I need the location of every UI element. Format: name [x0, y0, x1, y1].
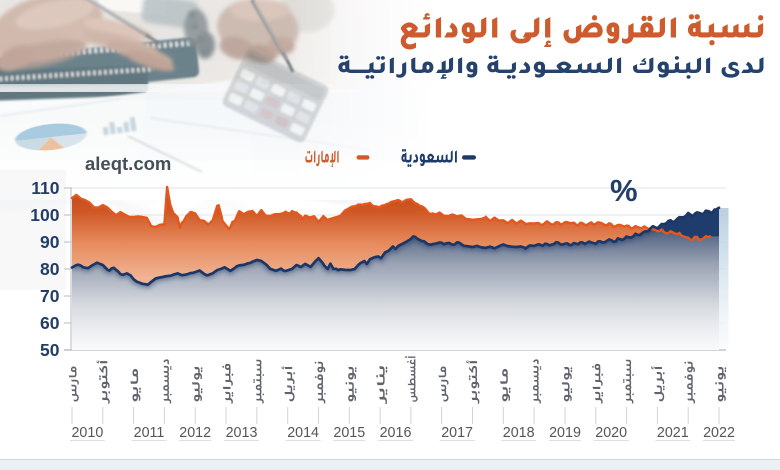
svg-text:50: 50: [40, 340, 60, 360]
svg-text:80: 80: [40, 259, 60, 279]
svg-text:aleqt.com: aleqt.com: [85, 153, 171, 174]
svg-text:2010: 2010: [71, 425, 103, 441]
svg-text:2019: 2019: [549, 425, 581, 441]
svg-text:2018: 2018: [503, 425, 535, 441]
svg-text:70: 70: [40, 286, 60, 306]
svg-text:2016: 2016: [380, 425, 412, 441]
svg-text:%: %: [610, 173, 638, 208]
svg-text:90: 90: [40, 232, 60, 252]
svg-text:2022: 2022: [703, 425, 735, 441]
svg-text:110: 110: [31, 178, 59, 198]
svg-text:2013: 2013: [226, 425, 258, 441]
svg-text:60: 60: [40, 313, 60, 333]
svg-text:100: 100: [30, 205, 59, 225]
svg-text:2011: 2011: [134, 425, 165, 441]
svg-text:2015: 2015: [333, 425, 365, 441]
svg-text:2014: 2014: [287, 425, 319, 441]
svg-text:2012: 2012: [179, 425, 211, 441]
svg-text:2020: 2020: [595, 425, 627, 441]
svg-text:2017: 2017: [441, 425, 473, 441]
svg-text:2021: 2021: [657, 425, 689, 441]
